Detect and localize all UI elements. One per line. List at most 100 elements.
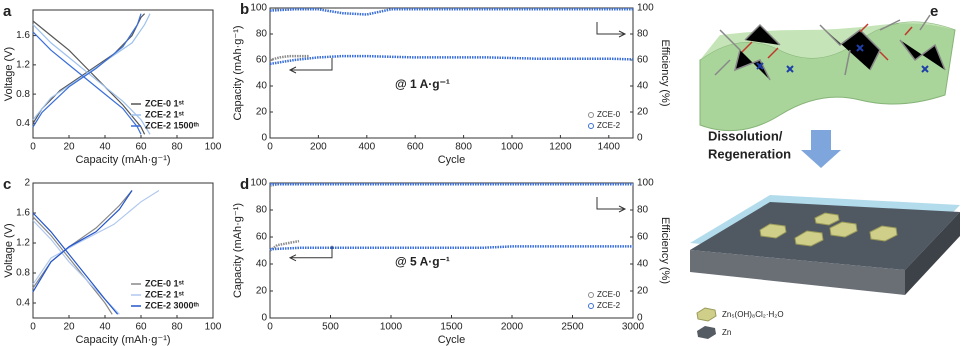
x-tick-label: 0 xyxy=(30,142,36,153)
x-tick-label: 80 xyxy=(171,322,183,333)
y2-tick-label: 60 xyxy=(637,232,649,243)
legend-label: ZCE-2 xyxy=(597,121,621,130)
legend-crystal xyxy=(696,307,717,322)
x-tick-label: 800 xyxy=(455,142,472,153)
y2-tick-label: 20 xyxy=(637,286,649,297)
zn-side xyxy=(905,212,960,295)
legend-label: ZCE-0 1ˢᵗ xyxy=(145,278,184,288)
legend-zn xyxy=(697,326,716,339)
series-line xyxy=(269,239,300,252)
y-tick-label: 60 xyxy=(256,55,268,66)
x-tick-label: 0 xyxy=(267,322,273,333)
y2-tick-label: 20 xyxy=(637,107,649,118)
panel-letter: c xyxy=(3,176,11,193)
x-tick-label: 20 xyxy=(63,142,75,153)
x-tick-label: 400 xyxy=(358,142,375,153)
series-line xyxy=(32,13,142,135)
zn-top xyxy=(690,202,960,270)
x-tick-label: 1000 xyxy=(501,142,524,153)
y-tick-label: 0.8 xyxy=(16,268,30,279)
x-axis-label: Capacity (mAh·g⁻¹) xyxy=(75,334,170,346)
plot-frame xyxy=(32,182,214,319)
y-tick-label: 100 xyxy=(250,178,267,189)
x-tick-label: 1500 xyxy=(440,322,463,333)
x-tick-label: 1400 xyxy=(598,142,621,153)
y-tick-label: 40 xyxy=(256,259,268,270)
x-tick-label: 3000 xyxy=(622,322,645,333)
x-tick-label: 20 xyxy=(63,322,75,333)
legend-label: ZCE-0 1ˢᵗ xyxy=(145,98,184,108)
y-axis-label: Voltage (V) xyxy=(3,223,15,277)
x-tick-label: 80 xyxy=(171,142,183,153)
x-tick-label: 100 xyxy=(205,322,222,333)
plot-frame xyxy=(32,9,214,139)
x-tick-label: 60 xyxy=(135,322,147,333)
x-tick-label: 40 xyxy=(99,142,111,153)
x-axis-label: Capacity (mAh·g⁻¹) xyxy=(75,154,170,166)
y-tick-label: 0.4 xyxy=(16,118,30,129)
panel-letter: a xyxy=(3,3,12,20)
panel-letter: e xyxy=(930,3,938,20)
efficiency-line xyxy=(269,183,299,187)
x-tick-label: 60 xyxy=(135,142,147,153)
y-tick-label: 20 xyxy=(256,286,268,297)
y-tick-label: 0.8 xyxy=(16,89,30,100)
legend-marker xyxy=(588,292,594,298)
efficiency-line xyxy=(269,8,633,16)
series-line xyxy=(269,54,634,66)
y2-tick-label: 100 xyxy=(637,178,654,189)
y2-tick-label: 0 xyxy=(637,133,643,144)
arrow xyxy=(596,197,627,213)
molecule-atoms xyxy=(756,44,929,73)
series-line xyxy=(32,190,133,315)
arrow xyxy=(288,58,333,74)
annotation: @ 1 A·g⁻¹ xyxy=(395,77,450,91)
x-axis-label: Cycle xyxy=(438,154,466,166)
y2-tick-label: 0 xyxy=(637,313,643,324)
panel-letter: b xyxy=(240,1,249,18)
y-axis-label: Voltage (V) xyxy=(3,47,15,101)
y-tick-label: 60 xyxy=(256,232,268,243)
series-line xyxy=(269,245,633,251)
x-tick-label: 1000 xyxy=(380,322,403,333)
x-tick-label: 500 xyxy=(322,322,339,333)
y-tick-label: 40 xyxy=(256,81,268,92)
legend-label: ZCE-2 1ˢᵗ xyxy=(145,109,184,119)
legend-label: Zn₅(OH)₈Cl₂·H₂O xyxy=(722,310,784,319)
legend-label: Zn xyxy=(722,328,731,337)
y-tick-label: 0.4 xyxy=(16,298,30,309)
y2-tick-label: 100 xyxy=(637,3,654,14)
x-tick-label: 40 xyxy=(99,322,111,333)
legend-marker xyxy=(588,303,594,309)
schematic: e Dissolution/ Regeneration Zn₅(OH)₈Cl xyxy=(690,3,960,339)
y-tick-label: 1.2 xyxy=(16,238,30,249)
y-tick-label: 0 xyxy=(261,313,267,324)
legend-marker xyxy=(588,123,594,129)
x-axis-label: Cycle xyxy=(438,334,466,346)
y-tick-label: 100 xyxy=(250,3,267,14)
x-tick-label: 600 xyxy=(407,142,424,153)
y-tick-label: 80 xyxy=(256,29,268,40)
arrow xyxy=(288,245,333,262)
x-tick-label: 0 xyxy=(30,322,36,333)
legend-label: ZCE-2 xyxy=(597,301,621,310)
y-tick-label: 1.6 xyxy=(16,30,30,41)
y2-axis-label: Efficiency (%) xyxy=(659,39,671,106)
legend-marker xyxy=(588,112,594,118)
process-label: Regeneration xyxy=(708,146,791,161)
x-tick-label: 2500 xyxy=(561,322,584,333)
y2-tick-label: 80 xyxy=(637,205,649,216)
y-tick-label: 2 xyxy=(24,178,30,189)
x-tick-label: 100 xyxy=(205,142,222,153)
annotation: @ 5 A·g⁻¹ xyxy=(395,255,450,269)
legend-label: ZCE-2 1500ᵗʰ xyxy=(145,120,199,130)
x-tick-label: 2000 xyxy=(501,322,524,333)
x-tick-label: 200 xyxy=(310,142,327,153)
plot-frame xyxy=(269,7,634,139)
process-label: Dissolution/ xyxy=(708,128,783,143)
y2-tick-label: 40 xyxy=(637,81,649,92)
y2-axis-label: Efficiency (%) xyxy=(659,217,671,284)
series-line xyxy=(32,190,133,315)
molecule-bonds xyxy=(741,23,913,61)
